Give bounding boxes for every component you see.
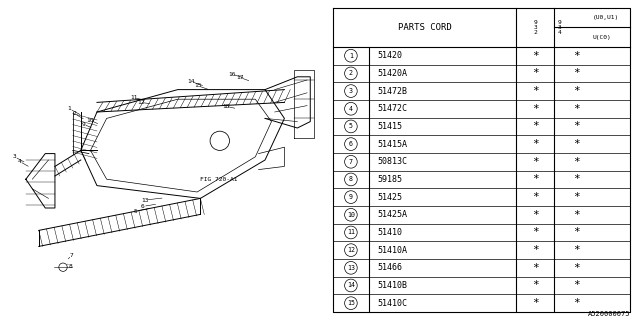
Text: 2: 2	[72, 111, 76, 116]
Text: 15: 15	[347, 300, 355, 306]
Text: 18: 18	[222, 104, 229, 109]
Text: 51466: 51466	[377, 263, 402, 272]
Text: PARTS CORD: PARTS CORD	[397, 23, 451, 32]
Text: 8: 8	[349, 176, 353, 182]
Text: 51410B: 51410B	[377, 281, 407, 290]
Text: 51425A: 51425A	[377, 210, 407, 219]
Text: 15: 15	[194, 83, 202, 88]
Text: 13: 13	[141, 197, 149, 203]
Text: *: *	[573, 245, 580, 255]
Text: *: *	[573, 210, 580, 220]
Text: *: *	[573, 298, 580, 308]
Text: A520000075: A520000075	[588, 311, 630, 317]
Text: *: *	[532, 210, 539, 220]
Text: 3: 3	[13, 154, 17, 159]
Text: 14: 14	[347, 283, 355, 289]
Text: 17: 17	[236, 75, 244, 80]
Text: 51410: 51410	[377, 228, 402, 237]
Text: *: *	[573, 51, 580, 61]
Text: *: *	[532, 174, 539, 184]
Text: *: *	[532, 192, 539, 202]
Text: *: *	[573, 281, 580, 291]
Text: 1: 1	[68, 106, 72, 111]
Text: 51472B: 51472B	[377, 87, 407, 96]
Text: 9
3
2: 9 3 2	[534, 20, 538, 35]
Text: *: *	[532, 157, 539, 167]
Text: 50813C: 50813C	[377, 157, 407, 166]
Text: 51410C: 51410C	[377, 299, 407, 308]
Text: *: *	[573, 228, 580, 237]
Text: 59185: 59185	[377, 175, 402, 184]
Text: 11: 11	[347, 229, 355, 236]
Text: 12: 12	[137, 100, 145, 105]
Text: *: *	[573, 263, 580, 273]
Text: 51420A: 51420A	[377, 69, 407, 78]
Text: 6: 6	[349, 141, 353, 147]
Text: *: *	[532, 263, 539, 273]
Text: 1: 1	[349, 53, 353, 59]
Text: *: *	[532, 121, 539, 132]
Text: *: *	[573, 157, 580, 167]
Text: *: *	[573, 86, 580, 96]
Text: *: *	[573, 139, 580, 149]
Text: *: *	[573, 121, 580, 132]
Text: 2: 2	[349, 70, 353, 76]
Text: 51420: 51420	[377, 51, 402, 60]
Text: *: *	[532, 86, 539, 96]
Text: 4: 4	[17, 159, 21, 164]
Text: U(C0): U(C0)	[593, 35, 611, 40]
Text: 51472C: 51472C	[377, 104, 407, 113]
Text: 12: 12	[347, 247, 355, 253]
Text: 5: 5	[349, 124, 353, 129]
Text: 3: 3	[349, 88, 353, 94]
Text: *: *	[573, 104, 580, 114]
Text: *: *	[532, 51, 539, 61]
Text: 51415A: 51415A	[377, 140, 407, 148]
Text: 7: 7	[349, 159, 353, 165]
Text: 11: 11	[131, 95, 138, 100]
Text: 13: 13	[347, 265, 355, 271]
Text: FIG 720-A1: FIG 720-A1	[200, 177, 238, 182]
Text: 4: 4	[349, 106, 353, 112]
Text: 6: 6	[141, 204, 145, 209]
Text: *: *	[573, 68, 580, 78]
Text: 51415: 51415	[377, 122, 402, 131]
Text: 14: 14	[188, 79, 195, 84]
Text: 51410A: 51410A	[377, 246, 407, 255]
Text: 10: 10	[347, 212, 355, 218]
Text: (U0,U1): (U0,U1)	[593, 15, 619, 20]
Text: *: *	[532, 281, 539, 291]
Text: *: *	[532, 298, 539, 308]
Text: 9: 9	[349, 194, 353, 200]
Text: *: *	[532, 139, 539, 149]
Text: 10: 10	[86, 117, 93, 123]
Text: 9
3
4: 9 3 4	[557, 20, 561, 35]
Text: *: *	[532, 104, 539, 114]
Text: 8: 8	[68, 264, 72, 269]
Text: 5: 5	[134, 209, 138, 214]
Text: 51425: 51425	[377, 193, 402, 202]
Text: *: *	[532, 68, 539, 78]
Text: *: *	[532, 245, 539, 255]
Text: *: *	[573, 192, 580, 202]
Text: 9: 9	[81, 122, 85, 127]
Text: 16: 16	[228, 72, 236, 77]
Text: *: *	[573, 174, 580, 184]
Text: *: *	[532, 228, 539, 237]
Text: 7: 7	[70, 253, 74, 258]
